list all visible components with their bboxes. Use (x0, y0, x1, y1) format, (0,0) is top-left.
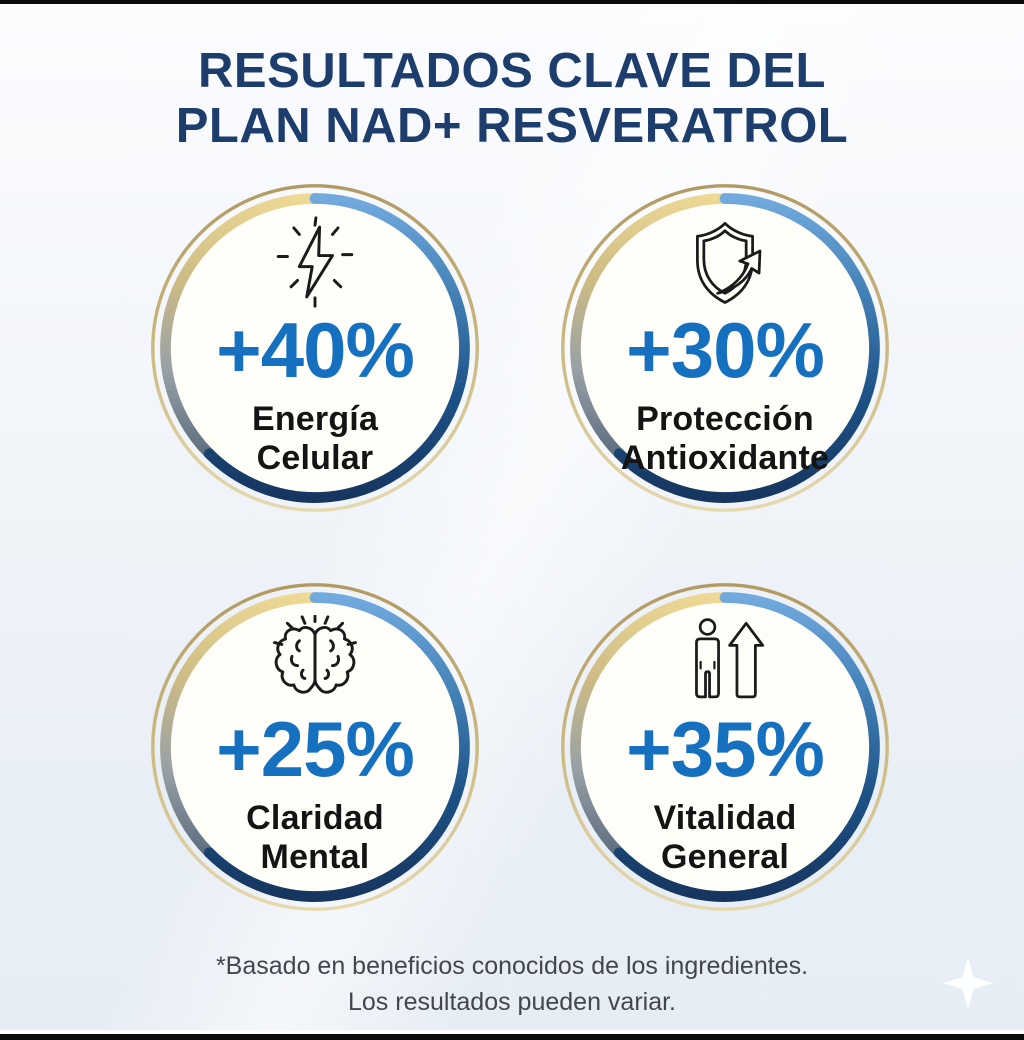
progress-ring (561, 583, 889, 911)
stat-label: Protección Antioxidante (620, 399, 830, 478)
stat-card-energia-celular: +40% Energía Celular (145, 178, 485, 518)
page-title: RESULTADOS CLAVE DEL PLAN NAD+ RESVERATR… (0, 44, 1024, 154)
person-up-arrow-icon (679, 615, 771, 707)
top-border (0, 0, 1024, 4)
stat-card-vitalidad-general: +35% Vitalidad General (555, 577, 895, 917)
disclaimer-line-2: Los resultados pueden variar. (348, 988, 676, 1017)
stat-value: +30% (626, 306, 825, 394)
stat-value: +25% (216, 705, 415, 793)
stat-card-claridad-mental: +25% Claridad Mental (145, 577, 485, 917)
stat-value: +35% (626, 705, 825, 793)
disclaimer: *Basado en beneficios conocidos de los i… (0, 948, 1024, 1021)
shield-arrow-icon (679, 216, 771, 308)
brain-burst-icon (269, 615, 361, 707)
stat-label: Vitalidad General (653, 798, 797, 877)
stat-card-proteccion-antioxidante: +30% Protección Antioxidante (555, 178, 895, 518)
bottom-border (0, 1030, 1024, 1040)
lightning-burst-icon (269, 216, 361, 308)
stat-label: Claridad Mental (246, 798, 384, 877)
page-title-line-2: PLAN NAD+ RESVERATROL (175, 98, 849, 153)
stat-label: Energía Celular (251, 399, 379, 478)
progress-ring (151, 583, 479, 911)
progress-ring (561, 184, 889, 512)
page-title-line-1: RESULTADOS CLAVE DEL (198, 44, 826, 98)
stat-value: +40% (216, 306, 415, 394)
progress-ring (151, 184, 479, 512)
disclaimer-line-1: *Basado en beneficios conocidos de los i… (215, 952, 809, 980)
